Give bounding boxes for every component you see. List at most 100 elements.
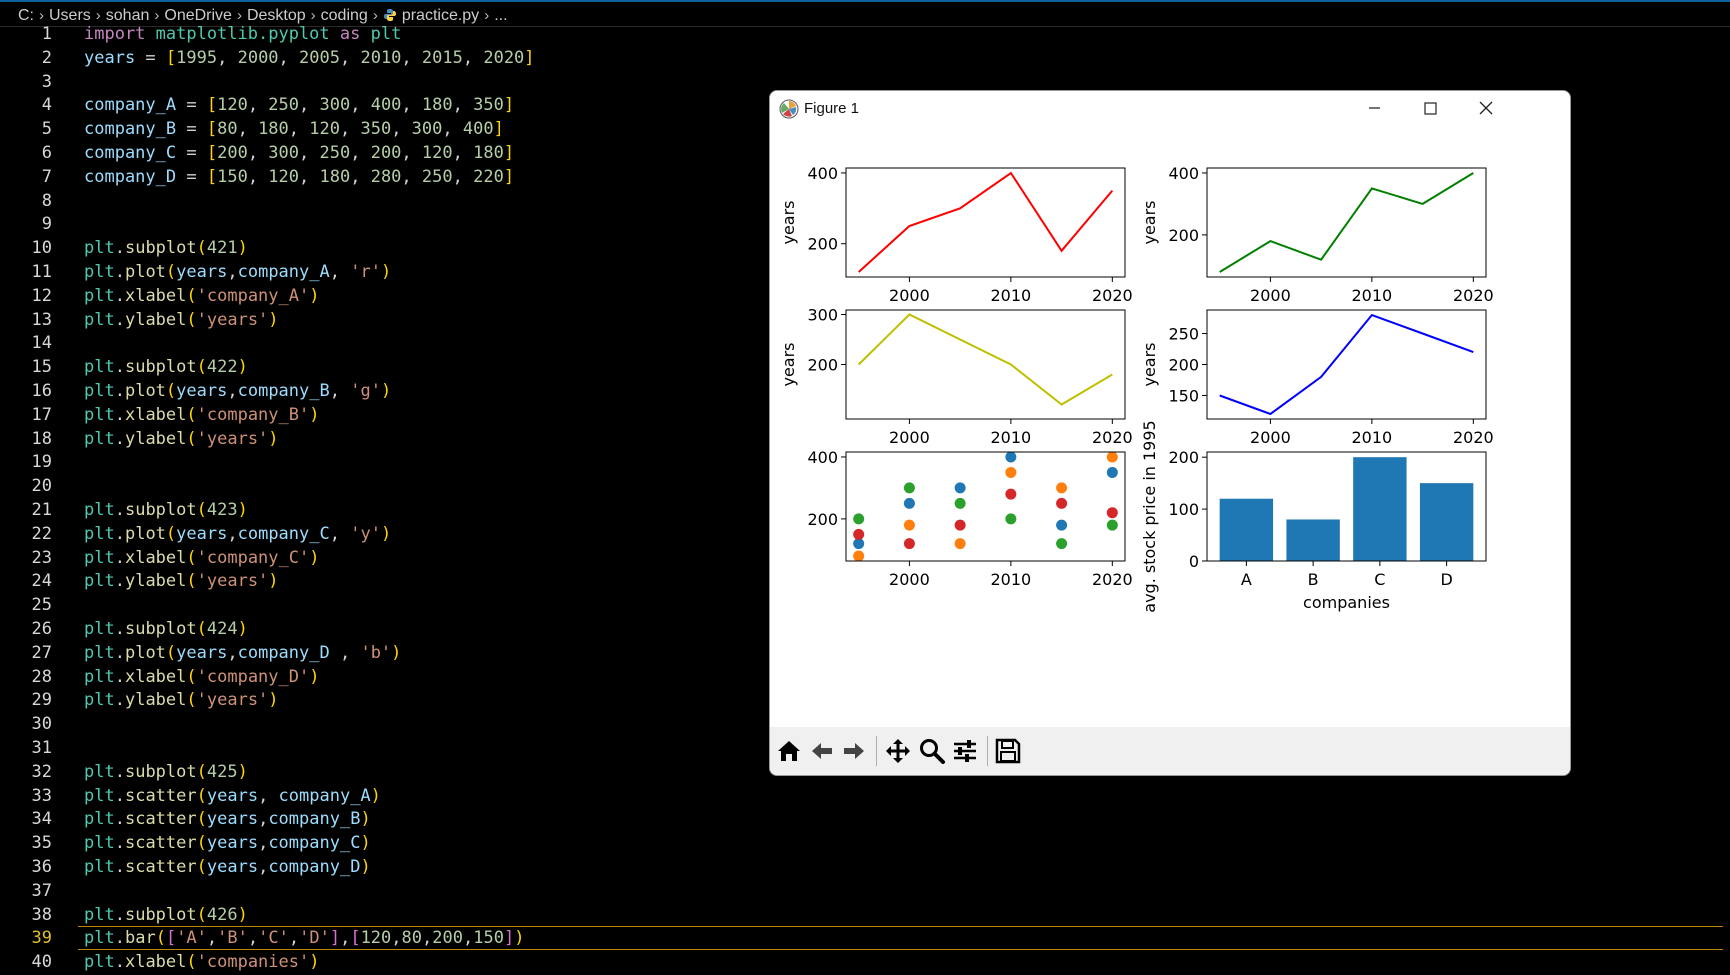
code-line[interactable]: 24 plt.ylabel('years') bbox=[0, 570, 1730, 594]
code-token: 280 bbox=[370, 166, 402, 187]
breadcrumb-item[interactable]: C: bbox=[18, 2, 34, 29]
breadcrumb-item[interactable]: Desktop bbox=[247, 2, 306, 29]
code-line[interactable]: 35 plt.scatter(years,company_C) bbox=[0, 832, 1730, 856]
code-token: xlabel bbox=[124, 404, 187, 425]
code-line[interactable]: 3 bbox=[0, 71, 1730, 95]
chevron-right-icon: › bbox=[95, 7, 101, 24]
save-button[interactable] bbox=[994, 737, 1022, 765]
code-line[interactable]: 33 plt.scatter(years, company_A) bbox=[0, 785, 1730, 809]
code-token: 'b' bbox=[360, 642, 392, 663]
code-line[interactable]: 22 plt.plot(years,company_C, 'y') bbox=[0, 523, 1730, 547]
code-line[interactable]: 18 plt.ylabel('years') bbox=[0, 428, 1730, 452]
code-token: scatter bbox=[124, 857, 197, 877]
back-button[interactable] bbox=[808, 737, 836, 765]
breadcrumb-item[interactable]: Users bbox=[49, 2, 91, 29]
code-line[interactable]: 5 company_B = [80, 180, 120, 350, 300, 40… bbox=[0, 118, 1730, 142]
code-line[interactable]: 16 plt.plot(years,company_B, 'g') bbox=[0, 380, 1730, 404]
code-line[interactable]: 30 bbox=[0, 713, 1730, 737]
code-line[interactable]: 40 plt.xlabel('companies') bbox=[0, 951, 1730, 975]
code-text: plt.subplot(424) bbox=[84, 618, 248, 642]
scatter-point bbox=[1056, 519, 1068, 531]
code-line[interactable]: 13 plt.ylabel('years') bbox=[0, 309, 1730, 333]
breadcrumb-item[interactable]: sohan bbox=[106, 2, 150, 29]
code-editor[interactable]: 1 import matplotlib.pyplot as plt 2 years =… bbox=[0, 24, 1730, 972]
code-line[interactable]: 25 bbox=[0, 594, 1730, 618]
close-icon bbox=[1479, 101, 1493, 115]
code-line[interactable]: 32 plt.subplot(425) bbox=[0, 761, 1730, 785]
figure-window[interactable]: Figure 1 2000 2010 2020 years 200 400 2000 2010… bbox=[769, 90, 1571, 776]
current-line-highlight bbox=[78, 926, 1723, 951]
code-line[interactable]: 31 bbox=[0, 737, 1730, 761]
configure-subplots-button[interactable] bbox=[951, 737, 979, 765]
breadcrumb-item[interactable]: practice.py bbox=[383, 2, 479, 29]
code-token: ) bbox=[360, 809, 371, 830]
code-token: . bbox=[114, 428, 125, 449]
home-button[interactable] bbox=[775, 737, 803, 765]
code-line[interactable]: 7 company_D = [150, 120, 180, 280, 250, 2… bbox=[0, 166, 1730, 190]
code-token: , bbox=[462, 928, 474, 949]
code-line[interactable]: 10 plt.subplot(421) bbox=[0, 237, 1730, 261]
scatter-point bbox=[1056, 538, 1068, 550]
code-line[interactable]: 20 bbox=[0, 475, 1730, 499]
chevron-right-icon: › bbox=[39, 7, 44, 24]
maximize-button[interactable] bbox=[1402, 91, 1458, 127]
code-token: [ bbox=[350, 928, 361, 949]
zoom-button[interactable] bbox=[918, 737, 946, 765]
breadcrumb-item[interactable]: coding bbox=[321, 2, 368, 29]
close-button[interactable] bbox=[1458, 91, 1514, 127]
code-line[interactable]: 23 plt.xlabel('company_C') bbox=[0, 547, 1730, 571]
code-token: ( bbox=[165, 523, 177, 544]
code-line[interactable]: 2 years = [1995, 2000, 2005, 2010, 2015, … bbox=[0, 47, 1730, 71]
code-token: , bbox=[247, 95, 269, 116]
breadcrumb-item[interactable]: ... bbox=[494, 2, 507, 29]
code-token: company_C bbox=[84, 143, 177, 163]
code-token: ( bbox=[186, 571, 197, 592]
code-token: plt bbox=[370, 24, 402, 44]
code-line[interactable]: 29 plt.ylabel('years') bbox=[0, 689, 1730, 713]
code-line[interactable]: 11 plt.plot(years,company_A, 'r') bbox=[0, 261, 1730, 285]
code-line[interactable]: 27 plt.plot(years,company_D , 'b') bbox=[0, 642, 1730, 666]
code-token: , bbox=[227, 381, 238, 401]
code-line[interactable]: 6 company_C = [200, 300, 250, 200, 120, 1… bbox=[0, 142, 1730, 166]
code-line[interactable]: 15 plt.subplot(422) bbox=[0, 356, 1730, 380]
code-token: . bbox=[114, 238, 125, 259]
code-line[interactable]: 12 plt.xlabel('company_A') bbox=[0, 285, 1730, 309]
window-titlebar[interactable]: Figure 1 bbox=[770, 91, 1570, 127]
minimize-button[interactable] bbox=[1346, 91, 1402, 127]
code-line[interactable]: 14 bbox=[0, 332, 1730, 356]
code-line[interactable]: 26 plt.subplot(424) bbox=[0, 618, 1730, 642]
code-token: 180 bbox=[258, 119, 289, 140]
code-line[interactable]: 34 plt.scatter(years,company_B) bbox=[0, 808, 1730, 832]
toolbar-separator bbox=[876, 736, 877, 766]
code-token: ) bbox=[237, 904, 248, 925]
code-token: plt bbox=[84, 619, 115, 639]
code-line[interactable]: 4 company_A = [120, 250, 300, 400, 180, 3… bbox=[0, 94, 1730, 118]
code-line[interactable]: 9 bbox=[0, 213, 1730, 237]
code-token: ) bbox=[237, 238, 248, 259]
pan-button[interactable] bbox=[884, 737, 912, 765]
code-line[interactable]: 8 bbox=[0, 190, 1730, 214]
code-token: company_D bbox=[237, 642, 330, 663]
code-line[interactable]: 28 plt.xlabel('company_D') bbox=[0, 666, 1730, 690]
line-series bbox=[858, 171, 1114, 273]
code-line[interactable]: 17 plt.xlabel('company_B') bbox=[0, 404, 1730, 428]
code-token: [ bbox=[165, 47, 177, 68]
code-token: . bbox=[114, 523, 125, 544]
code-text: plt.subplot(421) bbox=[84, 237, 248, 261]
code-token: 2005 bbox=[299, 47, 340, 68]
code-line[interactable]: 37 bbox=[0, 880, 1730, 904]
code-line[interactable]: 21 plt.subplot(423) bbox=[0, 499, 1730, 523]
code-line[interactable]: 38 plt.subplot(426) bbox=[0, 904, 1730, 928]
code-line[interactable]: 19 bbox=[0, 451, 1730, 475]
window-title: Figure 1 bbox=[804, 100, 860, 117]
code-token: plt bbox=[84, 928, 115, 949]
code-line[interactable]: 36 plt.scatter(years,company_D) bbox=[0, 856, 1730, 880]
forward-button[interactable] bbox=[840, 737, 868, 765]
code-line[interactable]: 39 plt.bar(['A','B','C','D'],[120,80,200,… bbox=[0, 926, 1730, 951]
code-line[interactable]: 1 import matplotlib.pyplot as plt bbox=[0, 23, 1730, 47]
code-token: 120 bbox=[217, 95, 248, 116]
breadcrumb-item[interactable]: OneDrive bbox=[164, 2, 232, 29]
code-token: years bbox=[206, 809, 259, 830]
code-token: , bbox=[258, 785, 279, 806]
